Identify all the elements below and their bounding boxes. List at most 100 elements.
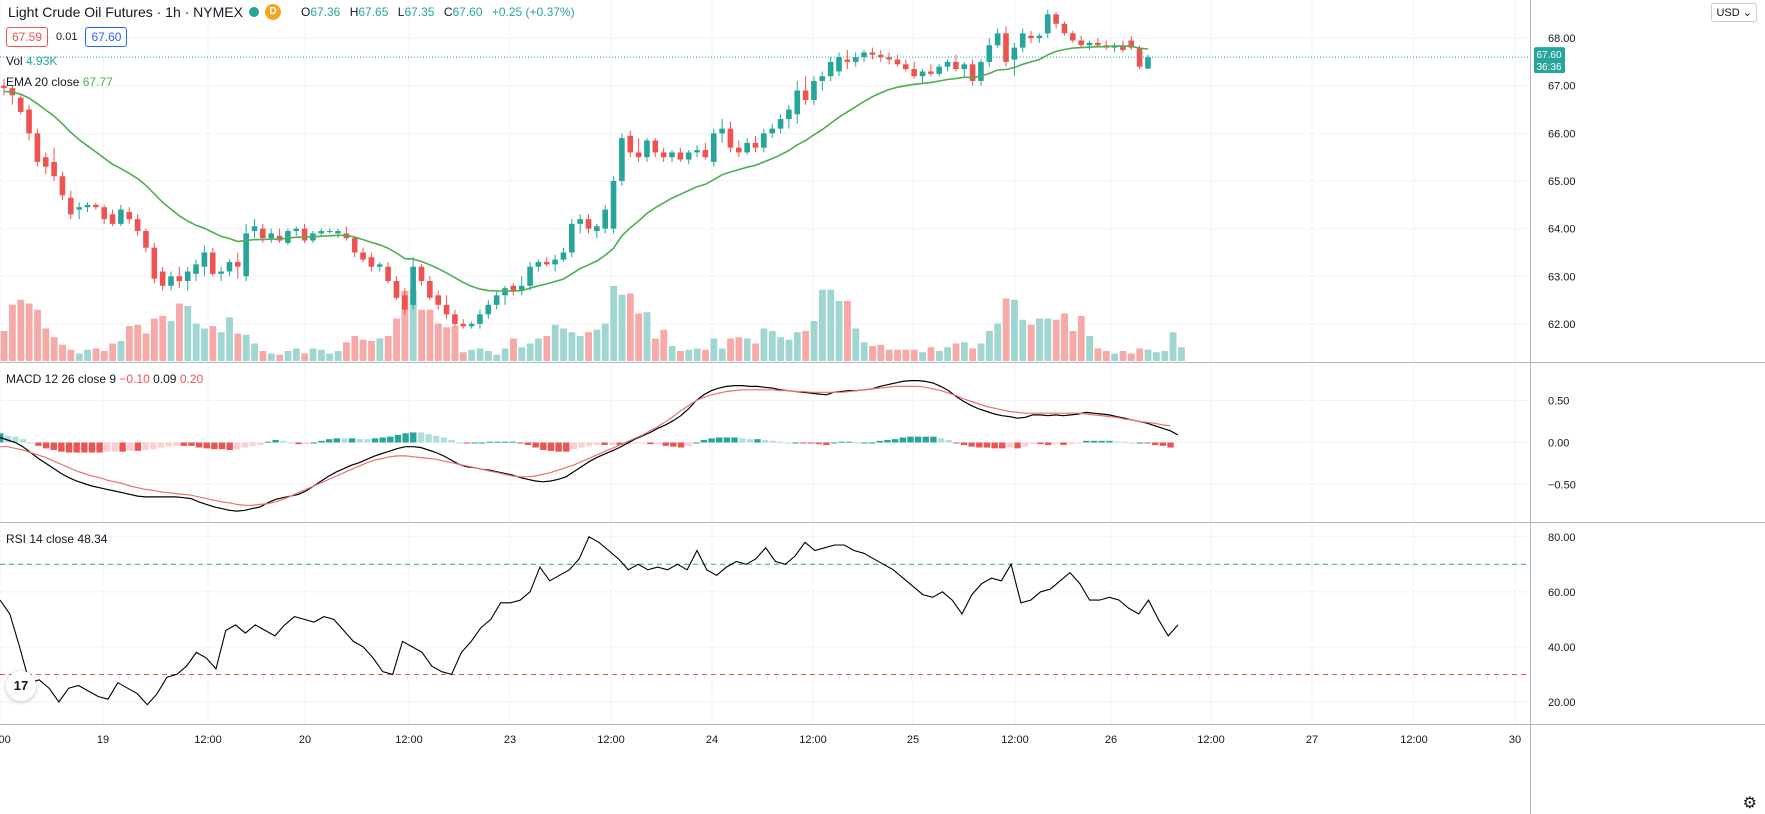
macd-hist-bar — [478, 442, 486, 444]
x-tick-label: 24 — [706, 734, 718, 746]
macd-hist-bar — [65, 442, 73, 453]
candle-body — [209, 252, 216, 274]
candle-body — [727, 128, 734, 148]
macd-hist-bar — [111, 442, 119, 452]
macd-hist-bar — [754, 439, 761, 443]
candle-body — [201, 252, 208, 267]
candle-body — [819, 76, 826, 81]
x-tick-label: 12:00 — [395, 734, 423, 746]
rsi-bands — [0, 563, 1530, 675]
volume-bar — [426, 309, 434, 361]
candle-body — [243, 233, 249, 277]
rsi-line — [0, 536, 1179, 706]
signal-line — [0, 385, 1171, 506]
macd-legend[interactable]: MACD 12 26 close 9 −0.10 0.09 0.20 — [6, 372, 203, 386]
macd-hist-bar — [463, 442, 471, 444]
macd-hist-bar — [12, 436, 19, 443]
macd-hist-bar — [891, 439, 899, 443]
candle-body — [1, 85, 7, 89]
macd-hist-bar — [953, 442, 960, 444]
ema-legend[interactable]: EMA 20 close 67.77 — [6, 75, 113, 89]
volume-bar — [543, 336, 551, 361]
candle-body — [443, 304, 450, 315]
candle-body — [994, 33, 1001, 46]
candle-body — [268, 233, 274, 239]
volume-bar — [301, 353, 309, 361]
macd-hist-bar — [999, 442, 1006, 449]
macd-hist-bar — [846, 441, 853, 443]
volume-bar — [718, 348, 726, 361]
macd-hist-bar — [417, 432, 425, 443]
macd-hist-bar — [1152, 442, 1159, 446]
rsi-legend-label: RSI 14 close — [6, 532, 75, 546]
x-tick-label: 20 — [299, 734, 311, 746]
x-tick-label: 27 — [1306, 734, 1318, 746]
volume-bar — [192, 323, 200, 361]
header-row: Light Crude Oil Futures · 1h · NYMEX D O… — [8, 4, 581, 20]
macd-hist-bar — [823, 442, 830, 446]
candle-body — [493, 295, 500, 305]
macd-hist-bar — [509, 441, 516, 443]
tradingview-logo-icon[interactable]: 17 — [6, 671, 36, 701]
volume-bar — [526, 343, 534, 361]
candle-body — [644, 140, 650, 158]
candle-body — [585, 219, 592, 229]
ask-box[interactable]: 67.60 — [85, 27, 128, 47]
volume-bar — [960, 342, 968, 361]
volume-bar — [702, 349, 709, 361]
candle-body — [1061, 23, 1068, 34]
macd-hist-bar — [295, 442, 302, 445]
volume-bar — [668, 346, 676, 361]
volume-bar — [1086, 336, 1093, 361]
candle-body — [418, 266, 425, 282]
volume-bar — [576, 336, 584, 361]
x-tick-label: 26 — [1105, 734, 1117, 746]
macd-hist-bar — [608, 442, 616, 446]
candle-body — [460, 323, 467, 327]
rsi-legend-value: 48.34 — [77, 532, 108, 546]
x-tick-label: 12:00 — [1400, 734, 1428, 746]
candle-body — [894, 59, 901, 65]
candle-body — [235, 261, 241, 267]
macd-hist-bar — [700, 439, 708, 443]
candle-body — [1019, 33, 1026, 48]
candle-body — [393, 281, 400, 298]
symbol-title[interactable]: Light Crude Oil Futures · 1h · NYMEX — [8, 4, 243, 20]
bid-box[interactable]: 67.59 — [6, 27, 49, 47]
candle-body — [452, 314, 458, 324]
volume-bar — [835, 301, 843, 361]
macd-hist-bar — [402, 433, 409, 443]
macd-hist-bar — [570, 442, 578, 450]
chevron-down-icon: ⌄ — [1742, 7, 1752, 19]
volume-bar — [1027, 324, 1035, 361]
candle-body — [577, 219, 583, 224]
currency-selector[interactable]: USD ⌄ — [1711, 3, 1757, 22]
candle-body — [969, 64, 976, 81]
macd-hist-bar — [1052, 442, 1060, 445]
macd-hist-bar — [662, 442, 669, 446]
volume-bar — [259, 351, 267, 361]
macd-hist-bar — [333, 438, 340, 443]
macd-hist-bar — [547, 442, 555, 451]
macd-hist-bar — [937, 438, 945, 443]
rsi-legend[interactable]: RSI 14 close 48.34 — [6, 532, 107, 546]
macd-hist-bar — [685, 442, 692, 446]
candle-body — [468, 323, 475, 327]
gear-icon[interactable]: ⚙ — [1742, 795, 1757, 812]
candle-body — [360, 252, 366, 260]
delayed-badge[interactable]: D — [264, 4, 281, 20]
macd-hist-bar — [348, 438, 356, 443]
macd-hist-bar — [211, 442, 218, 450]
volume-bar — [610, 286, 618, 361]
volume-legend[interactable]: Vol 4.93K — [6, 54, 57, 68]
x-tick-label: 23 — [504, 734, 516, 746]
volume-bar — [969, 348, 977, 361]
volume-bar — [501, 348, 509, 361]
candle-body — [143, 231, 149, 248]
volume-bar — [25, 303, 33, 361]
volume-bar — [334, 351, 342, 361]
macd-histogram — [0, 432, 1174, 453]
macd-hist-bar — [1090, 440, 1098, 443]
